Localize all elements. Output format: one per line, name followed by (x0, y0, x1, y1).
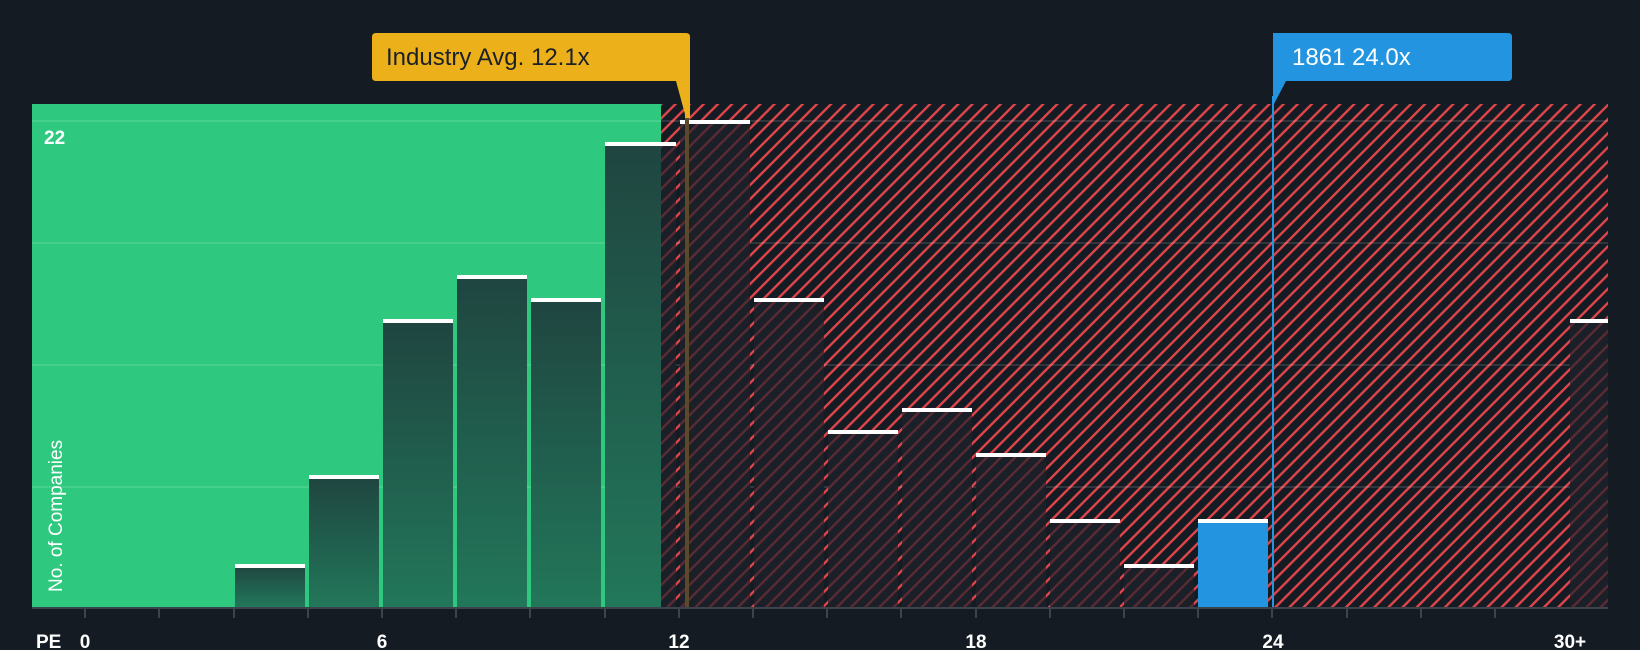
x-axis: PE 0 6 12 18 24 30+ (32, 607, 1608, 650)
x-tick-24: 24 (1262, 632, 1284, 650)
bar-15-16.5 (828, 431, 898, 607)
bar-13.5-15 (754, 299, 824, 607)
industry-avg-label: Industry Avg. 12.1x (386, 44, 590, 71)
x-tick-0: 0 (80, 632, 91, 650)
bar-22.5-24-company (1198, 520, 1268, 607)
bar-19.5-21 (1050, 520, 1120, 607)
x-tick-6: 6 (377, 632, 388, 650)
x-axis-title: PE (36, 632, 61, 650)
x-tick-12: 12 (668, 632, 689, 650)
bar-18-19.5 (976, 454, 1046, 607)
bar-21-22.5 (1124, 565, 1194, 607)
bar-16.5-18 (902, 409, 972, 607)
bars-undervalued (235, 142, 676, 607)
bar-10.5-12 (605, 143, 661, 607)
company-label: 1861 24.0x (1292, 44, 1411, 71)
y-tick-22: 22 (44, 128, 65, 149)
company-marker: 1861 24.0x (1272, 33, 1512, 607)
bar-3-4.5 (235, 565, 305, 607)
bar-9-10.5 (531, 299, 601, 607)
y-axis-title: No. of Companies (46, 440, 67, 592)
industry-avg-marker: Industry Avg. 12.1x (372, 33, 690, 607)
bar-6-7.5 (383, 320, 453, 607)
x-tick-18: 18 (965, 632, 986, 650)
x-tick-30plus: 30+ (1554, 632, 1586, 650)
bar-12-13.5 (680, 121, 750, 607)
bars-overvalued (680, 120, 1608, 607)
bar-7.5-9 (457, 276, 527, 607)
bar-4.5-6 (309, 476, 379, 607)
bar-30-plus (1570, 320, 1608, 607)
